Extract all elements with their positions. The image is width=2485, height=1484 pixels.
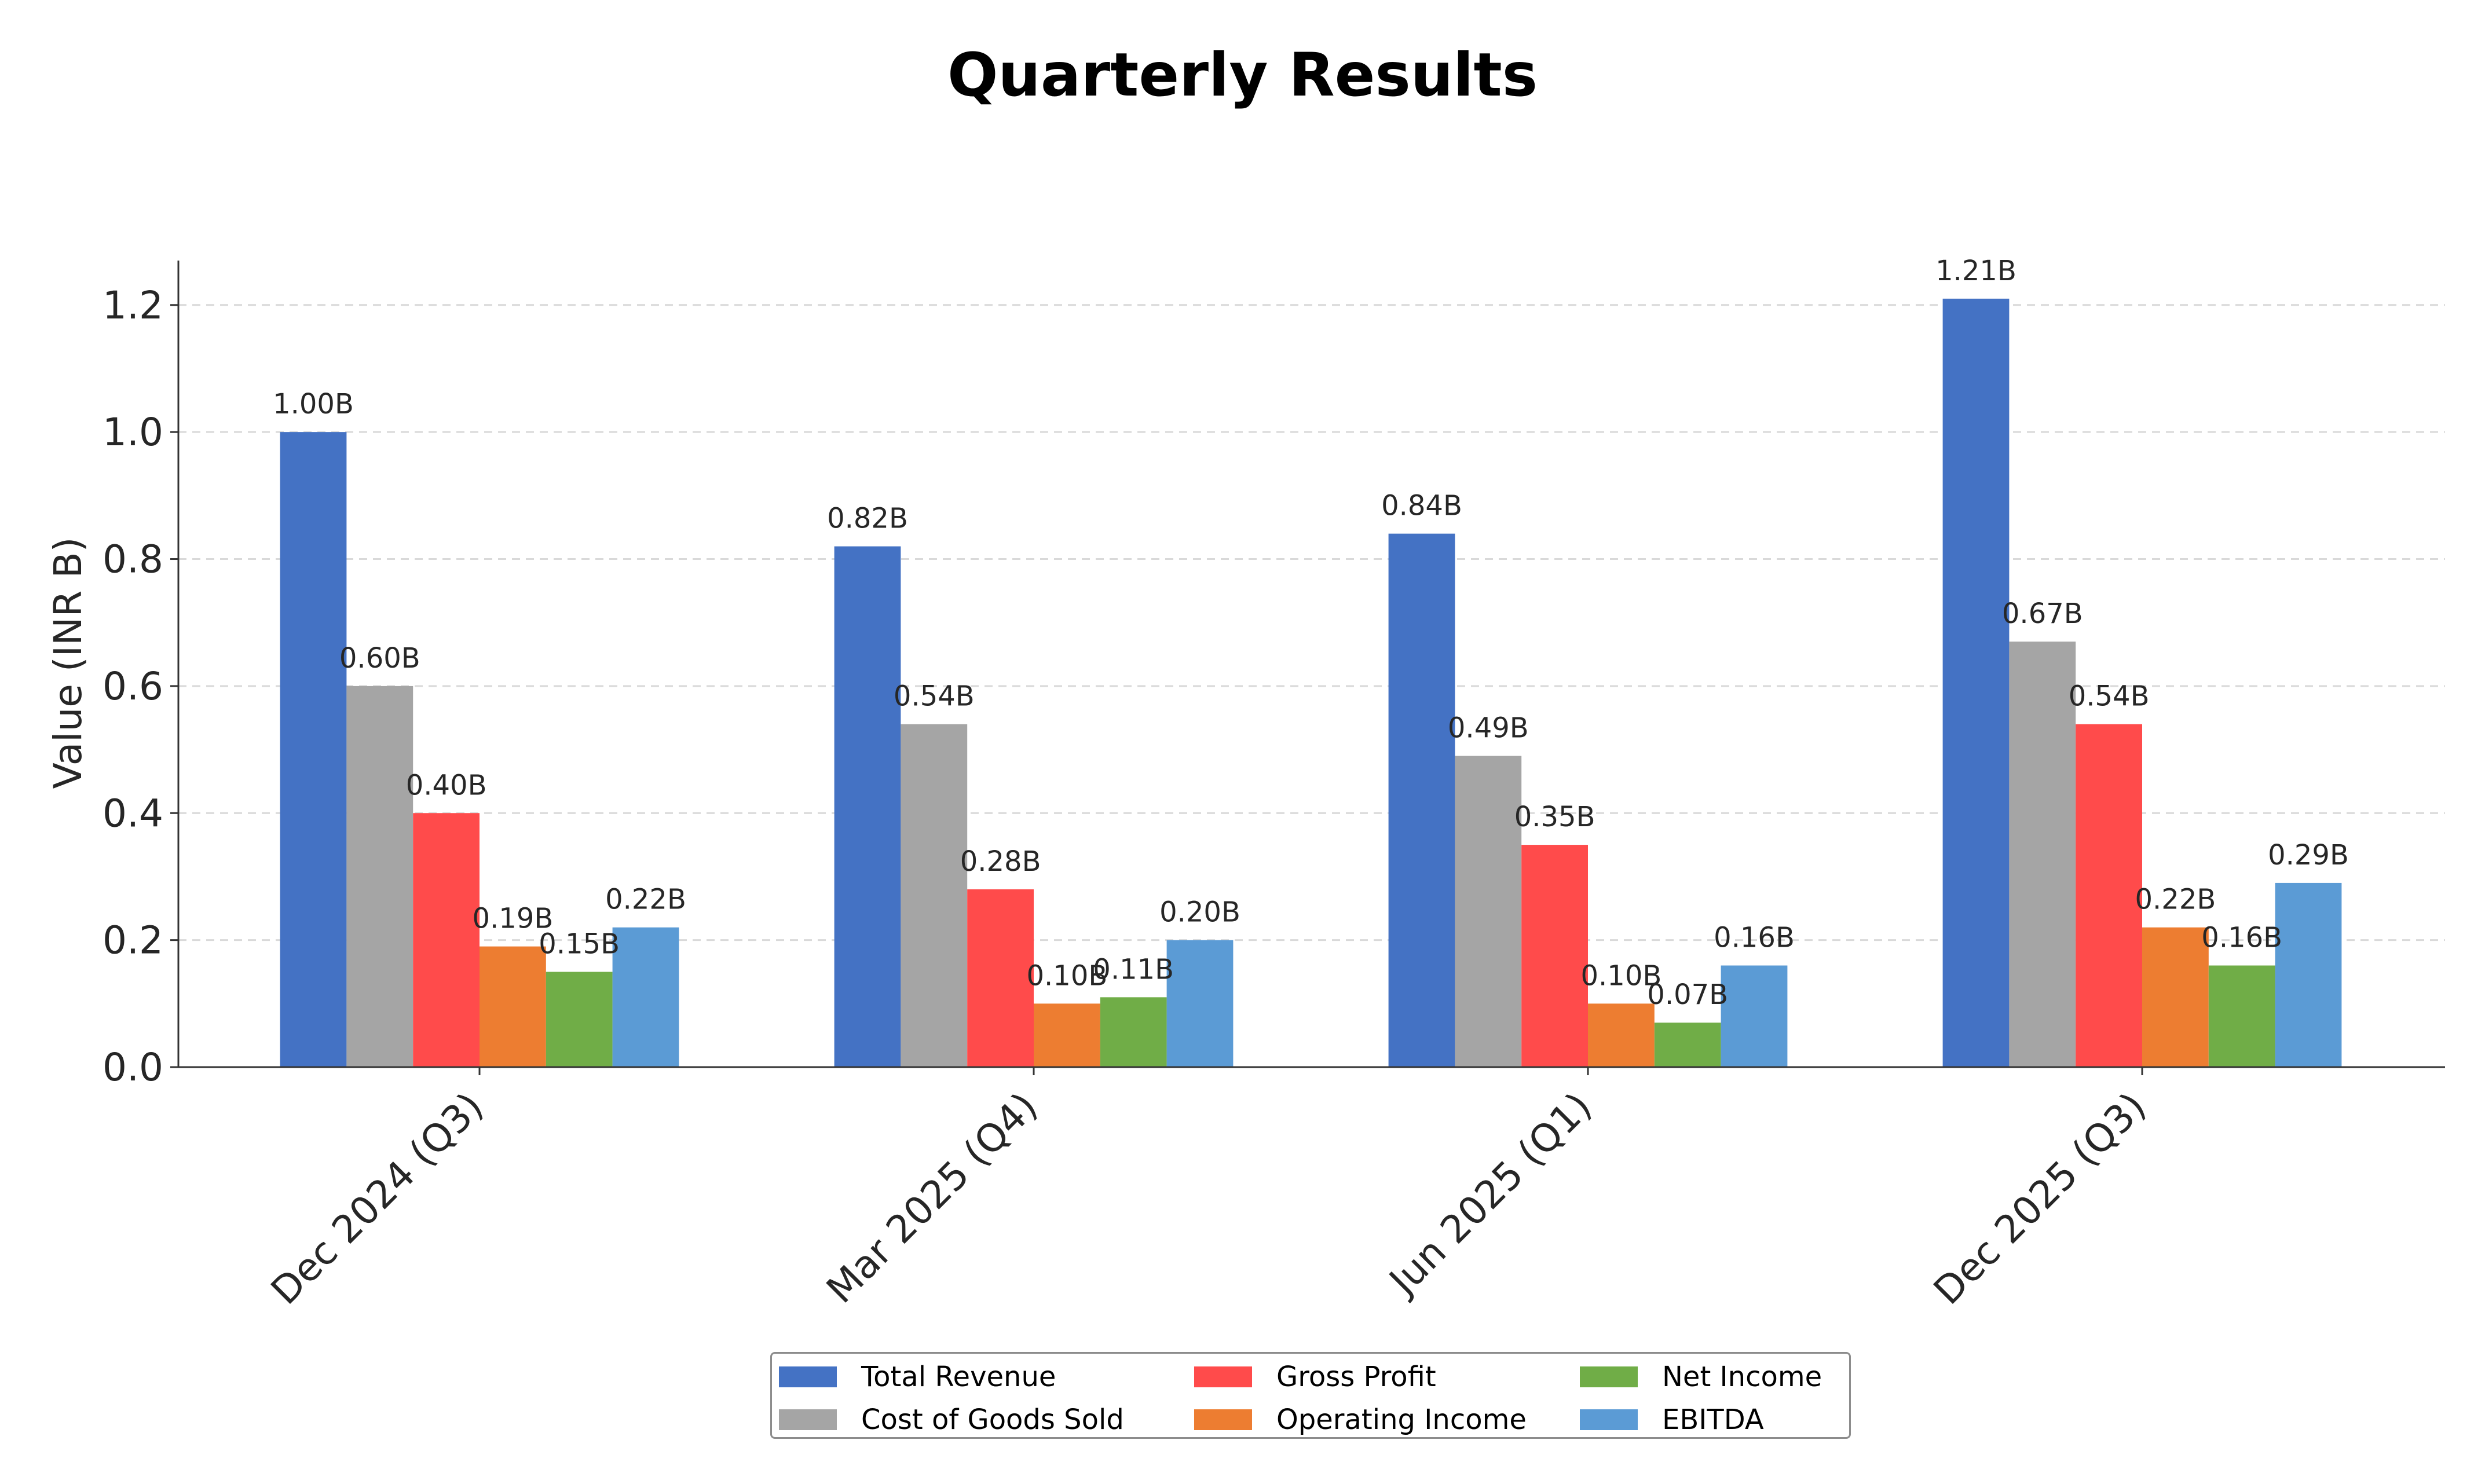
x-tick-label: Mar 2025 (Q4) bbox=[818, 1084, 1046, 1312]
legend-label: Net Income bbox=[1662, 1361, 1822, 1393]
bar-value-label: 0.15B bbox=[539, 928, 620, 960]
grid-lines bbox=[178, 304, 2445, 941]
bar-value-label: 0.16B bbox=[1714, 922, 1795, 954]
y-tick-label: 0.8 bbox=[103, 537, 163, 582]
bar-value-label: 0.11B bbox=[1093, 953, 1174, 985]
legend-item: EBITDA bbox=[1580, 1402, 1764, 1437]
bar bbox=[612, 927, 679, 1067]
legend-item: Total Revenue bbox=[779, 1360, 1056, 1394]
bar-value-label: 0.19B bbox=[472, 903, 553, 935]
bar bbox=[1588, 1003, 1655, 1067]
bar bbox=[1034, 1003, 1100, 1067]
y-axis-title: Value (INR B) bbox=[46, 537, 90, 789]
legend-item: Operating Income bbox=[1194, 1402, 1527, 1437]
bar bbox=[901, 724, 968, 1067]
bars bbox=[280, 298, 2342, 1067]
bar-value-label: 0.20B bbox=[1159, 896, 1240, 929]
chart-title: Quarterly Results bbox=[947, 41, 1538, 110]
bar-value-label: 0.22B bbox=[605, 884, 686, 916]
legend-swatch bbox=[1194, 1409, 1252, 1430]
bar bbox=[280, 432, 347, 1067]
bar bbox=[834, 546, 901, 1067]
data-labels: 1.00B 0.82B 0.84B 1.21B 0.60B 0.54B 0.49B 0.67B… bbox=[273, 255, 2349, 1011]
bar bbox=[2208, 965, 2275, 1067]
legend-swatch bbox=[1580, 1366, 1638, 1387]
legend-swatch bbox=[779, 1409, 837, 1430]
bar bbox=[1455, 756, 1522, 1067]
bar bbox=[1100, 997, 1167, 1067]
y-tick-label: 0.6 bbox=[103, 664, 163, 709]
bar-value-label: 0.54B bbox=[894, 680, 975, 713]
y-tick-label: 0.2 bbox=[103, 918, 163, 963]
legend-swatch bbox=[1580, 1409, 1638, 1430]
bar bbox=[1521, 845, 1588, 1067]
bar-value-label: 0.22B bbox=[2135, 884, 2216, 916]
bar bbox=[1721, 965, 1788, 1067]
bar bbox=[967, 889, 1034, 1067]
bar bbox=[413, 813, 480, 1067]
legend-label: EBITDA bbox=[1662, 1404, 1764, 1436]
bar bbox=[2142, 927, 2209, 1067]
bar-value-label: 0.10B bbox=[1026, 959, 1107, 992]
bar-value-label: 0.10B bbox=[1580, 959, 1661, 992]
bar bbox=[546, 972, 613, 1067]
bar-value-label: 0.49B bbox=[1448, 712, 1529, 745]
legend-item: Net Income bbox=[1580, 1360, 1822, 1394]
bar bbox=[2275, 882, 2342, 1067]
y-tick-label: 0.4 bbox=[103, 791, 163, 836]
x-tick-label: Dec 2024 (Q3) bbox=[262, 1084, 492, 1313]
bar bbox=[2009, 642, 2076, 1067]
legend-label: Total Revenue bbox=[861, 1361, 1056, 1393]
bar-value-label: 0.28B bbox=[960, 845, 1041, 878]
bar-value-label: 0.35B bbox=[1514, 801, 1595, 833]
bar-value-label: 0.54B bbox=[2069, 680, 2150, 713]
legend-label: Gross Profit bbox=[1276, 1361, 1436, 1393]
bar-value-label: 0.67B bbox=[2002, 598, 2083, 630]
bar bbox=[1942, 298, 2010, 1067]
legend-swatch bbox=[1194, 1366, 1252, 1387]
y-tick-label: 1.0 bbox=[103, 410, 163, 455]
bar-value-label: 0.60B bbox=[339, 642, 420, 675]
bar bbox=[1654, 1023, 1721, 1067]
bar bbox=[346, 686, 413, 1067]
legend-item: Cost of Goods Sold bbox=[779, 1402, 1124, 1437]
bar-value-label: 1.21B bbox=[1935, 255, 2016, 287]
x-tick-label: Dec 2025 (Q3) bbox=[1925, 1084, 2154, 1313]
legend-label: Cost of Goods Sold bbox=[861, 1404, 1124, 1436]
bar-value-label: 0.84B bbox=[1381, 490, 1462, 522]
bar bbox=[2076, 724, 2142, 1067]
bar bbox=[1166, 940, 1234, 1067]
legend: Total Revenue Cost of Goods Sold Gross Pro… bbox=[770, 1352, 1851, 1439]
bar-value-label: 0.07B bbox=[1647, 979, 1728, 1011]
legend-label: Operating Income bbox=[1276, 1404, 1527, 1436]
bar-value-label: 0.40B bbox=[406, 769, 487, 801]
bar-value-label: 0.29B bbox=[2268, 839, 2349, 871]
y-tick-label: 1.2 bbox=[103, 283, 163, 328]
x-tick-label: Jun 2025 (Q1) bbox=[1379, 1084, 1600, 1305]
legend-item: Gross Profit bbox=[1194, 1360, 1436, 1394]
bar-value-label: 0.82B bbox=[827, 503, 908, 535]
bar bbox=[480, 946, 546, 1067]
bar-value-label: 1.00B bbox=[273, 388, 354, 420]
bar bbox=[1388, 533, 1455, 1067]
bar-value-label: 0.16B bbox=[2201, 922, 2282, 954]
y-tick-label: 0.0 bbox=[103, 1045, 163, 1090]
legend-swatch bbox=[779, 1366, 837, 1387]
